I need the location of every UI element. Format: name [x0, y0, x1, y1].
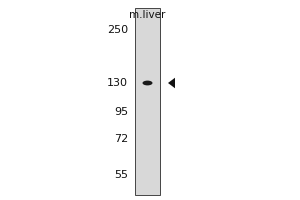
Bar — [135, 8, 160, 195]
Text: 55: 55 — [114, 170, 128, 180]
Text: 130: 130 — [107, 78, 128, 88]
Text: m.liver: m.liver — [129, 10, 165, 20]
Ellipse shape — [142, 81, 152, 85]
Text: 95: 95 — [114, 107, 128, 117]
Polygon shape — [168, 78, 175, 88]
Text: 250: 250 — [107, 25, 128, 35]
Text: 72: 72 — [114, 134, 128, 144]
